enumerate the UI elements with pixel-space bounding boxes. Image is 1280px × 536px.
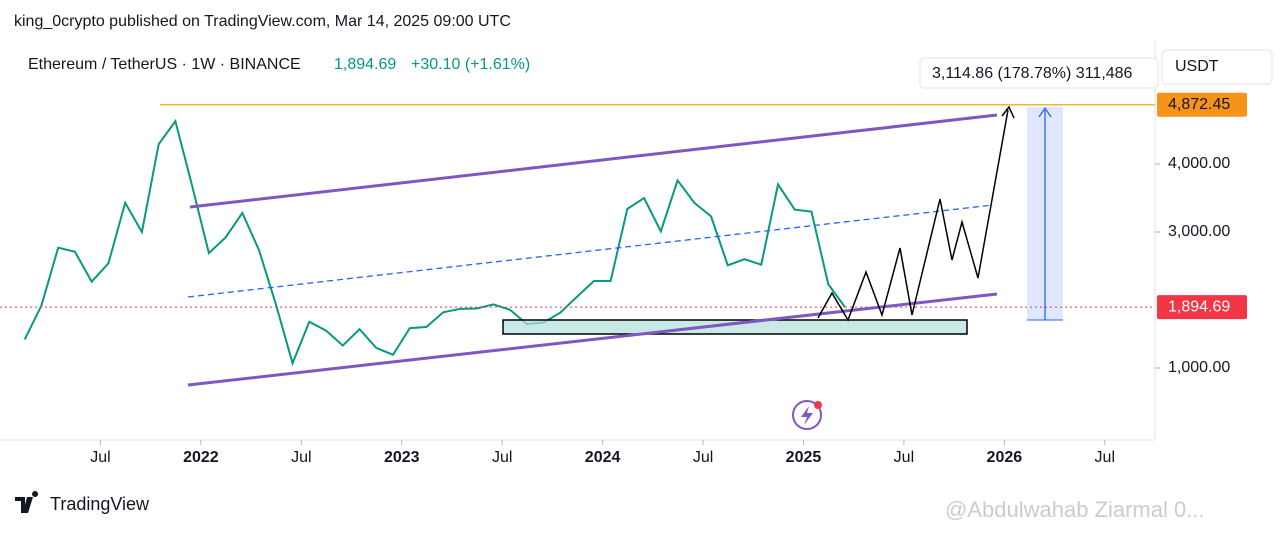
price-line (23, 118, 846, 367)
x-tick-label: Jul (693, 449, 713, 466)
channel-bottom (187, 292, 998, 387)
news-dot (814, 401, 822, 409)
x-tick-label: Jul (291, 449, 311, 466)
price-change: +30.10 (+1.61%) (411, 56, 530, 73)
y-tick-label: 4,000.00 (1168, 155, 1230, 172)
measure-arrowhead (1038, 106, 1052, 118)
currency-button[interactable] (1161, 49, 1273, 85)
x-tick-label: 2024 (585, 449, 621, 466)
projection-arrow (1001, 105, 1015, 119)
x-tick-label: Jul (492, 449, 512, 466)
target-tag (1157, 92, 1247, 117)
watermark: @Abdulwahab Ziarmal 0... (945, 497, 1205, 522)
y-tick-label: 3,000.00 (1168, 223, 1230, 240)
y-tick-label: 1,000.00 (1168, 359, 1230, 376)
x-tick-label: Jul (90, 449, 110, 466)
last-price-header: 1,894.69 (334, 56, 396, 73)
tv-logo (15, 491, 39, 513)
support-zone (502, 319, 968, 335)
x-tick-label: 2026 (987, 449, 1023, 466)
news-icon[interactable] (792, 400, 822, 430)
x-tick-label: 2023 (384, 449, 420, 466)
measure-tooltip (919, 57, 1159, 89)
last-price-tag-label: 1,894.69 (1168, 298, 1230, 315)
projection-path (817, 109, 1009, 322)
x-tick-label: Jul (894, 449, 914, 466)
target-tag-label: 4,872.45 (1168, 96, 1230, 113)
news-bolt (801, 406, 813, 425)
channel-top (189, 113, 998, 209)
channel-mid (187, 204, 994, 298)
x-tick-label: 2022 (183, 449, 219, 466)
currency: USDT (1175, 58, 1219, 75)
brand: TradingView (50, 494, 150, 514)
publish-header: king_0crypto published on TradingView.co… (14, 13, 511, 30)
x-tick-label: 2025 (786, 449, 822, 466)
x-tick-label: Jul (1095, 449, 1115, 466)
last-price-tag (1157, 295, 1247, 320)
symbol-title: Ethereum / TetherUS · 1W · BINANCE (28, 56, 301, 73)
measure-label: 3,114.86 (178.78%) 311,486 (932, 65, 1133, 82)
